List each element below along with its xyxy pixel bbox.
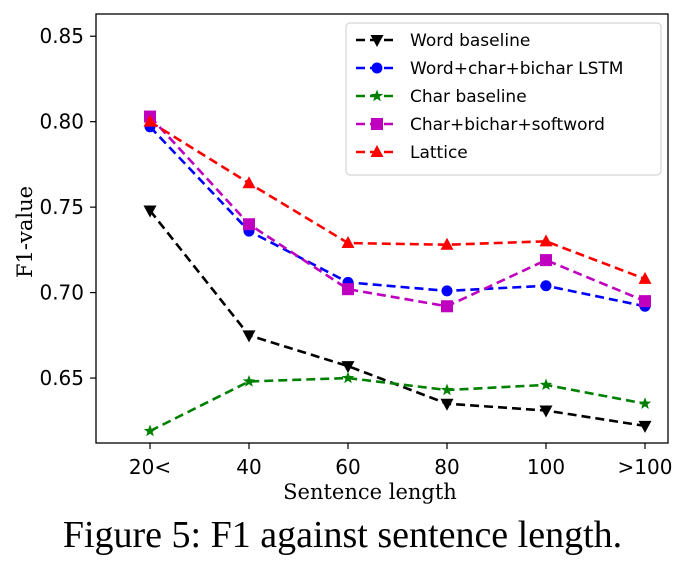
legend: Word baseline Word+char+bichar LSTM Char b… bbox=[345, 22, 662, 176]
data-point bbox=[143, 424, 157, 437]
series-lattice bbox=[143, 114, 652, 284]
series-word-baseline bbox=[143, 205, 652, 433]
legend-entry: Char+bichar+softword bbox=[356, 115, 605, 135]
legend-marker bbox=[370, 35, 384, 47]
data-point bbox=[242, 176, 256, 189]
y-tick-label: 0.80 bbox=[39, 110, 84, 134]
data-point bbox=[243, 218, 255, 231]
data-point bbox=[540, 280, 552, 292]
x-tick-label: 40 bbox=[236, 455, 261, 479]
legend-box bbox=[345, 22, 662, 176]
data-point bbox=[341, 371, 355, 384]
x-axis-label: Sentence length bbox=[283, 480, 457, 504]
legend-label: Char baseline bbox=[410, 87, 527, 107]
series-line bbox=[149, 120, 646, 281]
x-tick-label: 20< bbox=[129, 455, 171, 479]
data-point bbox=[242, 374, 256, 387]
series-char-bichar-softword bbox=[144, 110, 651, 313]
data-point bbox=[342, 283, 354, 296]
series-line bbox=[149, 125, 646, 308]
y-tick-label: 0.85 bbox=[39, 24, 84, 48]
legend-label: Char+bichar+softword bbox=[410, 115, 605, 135]
legend-marker bbox=[370, 89, 384, 102]
y-tick-label: 0.65 bbox=[39, 366, 84, 390]
data-point bbox=[540, 254, 552, 267]
data-point bbox=[440, 237, 454, 250]
y-tick-label: 0.70 bbox=[39, 281, 84, 305]
series-char-baseline bbox=[143, 371, 652, 437]
legend-entry: Lattice bbox=[356, 143, 468, 163]
plot-area: 0.65 0.70 0.75 0.80 0.85 20< 40 60 80 100 >100 bbox=[39, 13, 673, 479]
x-tick-label: 80 bbox=[434, 455, 459, 479]
data-point bbox=[441, 300, 453, 313]
data-point bbox=[638, 271, 652, 284]
data-point bbox=[143, 205, 157, 218]
x-tick-label: 60 bbox=[335, 455, 360, 479]
legend-label: Lattice bbox=[410, 143, 468, 163]
data-point bbox=[441, 285, 453, 297]
legend-marker bbox=[370, 145, 384, 157]
data-point bbox=[440, 398, 454, 411]
data-point bbox=[341, 236, 355, 249]
figure-caption: Figure 5: F1 against sentence length. bbox=[62, 514, 623, 556]
data-point bbox=[341, 361, 355, 374]
legend-marker bbox=[371, 62, 383, 74]
legend-entry: Word+char+bichar LSTM bbox=[356, 59, 623, 79]
data-point bbox=[539, 378, 553, 391]
data-point bbox=[440, 383, 454, 396]
legend-label: Word baseline bbox=[410, 31, 530, 51]
y-tick-label: 0.75 bbox=[39, 195, 84, 219]
legend-label: Word+char+bichar LSTM bbox=[410, 59, 623, 79]
data-point bbox=[638, 397, 652, 409]
plot-frame bbox=[95, 13, 669, 444]
data-point bbox=[539, 234, 553, 247]
data-point bbox=[639, 295, 651, 308]
data-point bbox=[539, 405, 553, 418]
x-tick-label: >100 bbox=[618, 455, 673, 479]
legend-entry: Word baseline bbox=[356, 31, 530, 51]
x-tick-label: 100 bbox=[527, 455, 565, 479]
data-point bbox=[143, 114, 157, 127]
data-point bbox=[242, 330, 256, 343]
series-line bbox=[149, 115, 646, 308]
data-point bbox=[638, 420, 652, 433]
y-axis-label: F1-value bbox=[13, 186, 37, 278]
series-line bbox=[149, 376, 646, 433]
legend-entry: Char baseline bbox=[356, 87, 527, 107]
legend-marker bbox=[371, 118, 383, 130]
